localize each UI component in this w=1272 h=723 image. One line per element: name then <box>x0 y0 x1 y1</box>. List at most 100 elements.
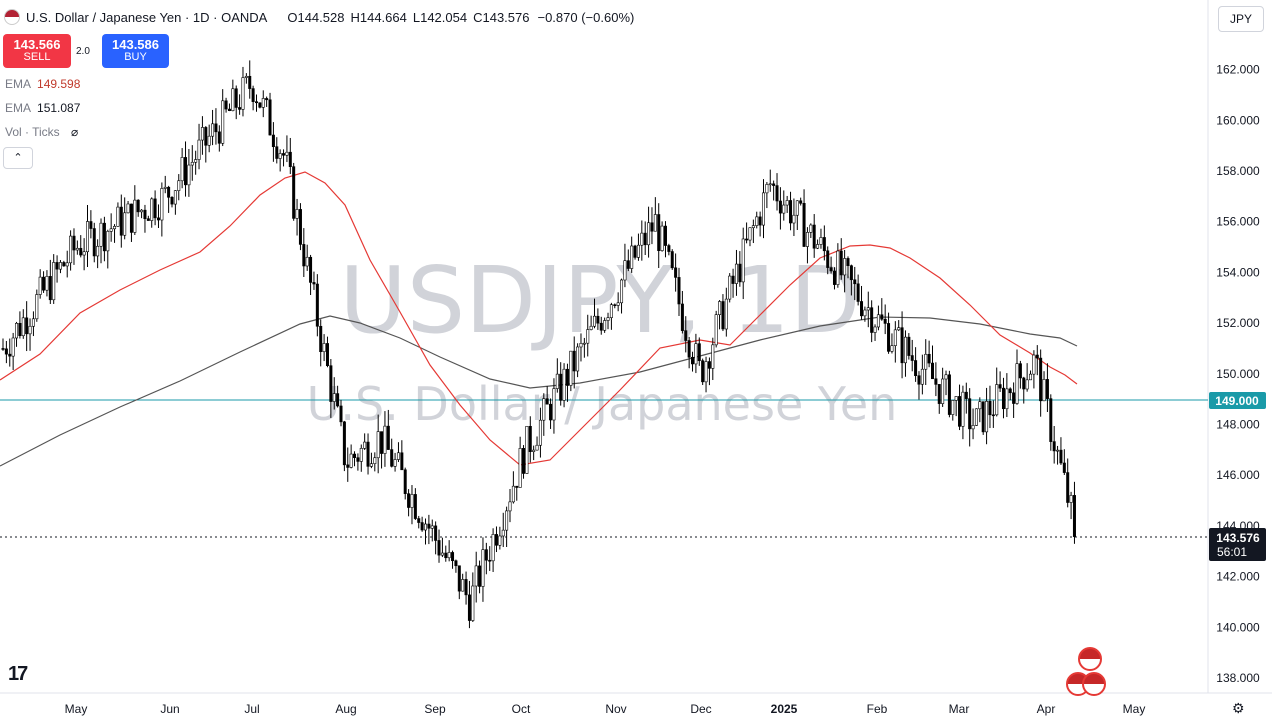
candle-body <box>812 224 816 249</box>
buy-button[interactable]: 143.586 BUY <box>102 34 169 68</box>
chevron-up-icon: ⌃ <box>13 152 23 164</box>
candle-body <box>72 235 76 251</box>
candle-body <box>28 325 32 335</box>
candle-body <box>271 134 275 148</box>
candle-body <box>707 361 711 369</box>
currency-button[interactable]: JPY <box>1218 6 1264 32</box>
candle-body <box>298 209 302 245</box>
time-tick-label: Mar <box>949 702 970 716</box>
ema-fast-legend[interactable]: EMA 149.598 <box>5 77 80 91</box>
tradingview-logo[interactable]: 17 <box>8 663 28 685</box>
change-value: −0.870 (−0.60%) <box>537 9 635 25</box>
candle-body <box>589 325 593 330</box>
ema-slow-line[interactable] <box>0 315 1078 467</box>
candle-body <box>650 222 654 232</box>
candle-body <box>961 391 965 427</box>
candle-body <box>427 523 431 529</box>
sell-button[interactable]: 143.566 SELL <box>3 34 71 68</box>
candle-body <box>133 199 137 233</box>
candle-body <box>687 340 691 358</box>
spread-value: 2.0 <box>76 46 90 57</box>
open-value: 144.528 <box>297 9 345 25</box>
candle-body <box>204 127 208 146</box>
candle-body <box>900 327 904 364</box>
candle-body <box>630 245 634 269</box>
candle-body <box>143 209 147 220</box>
candle-body <box>1005 388 1009 410</box>
candle-body <box>184 157 188 186</box>
symbol-title[interactable]: U.S. Dollar / Japanese Yen · 1D · OANDA <box>26 9 268 25</box>
candle-body <box>920 368 924 385</box>
candle-body <box>217 131 221 144</box>
candle-body <box>227 108 231 112</box>
candle-body <box>660 225 664 251</box>
candle-body <box>745 238 749 241</box>
candle-body <box>261 98 265 108</box>
price-tick-label: 162.000 <box>1216 63 1260 77</box>
candle-body <box>471 585 475 621</box>
candle-body <box>542 398 546 421</box>
time-tick-label: Dec <box>690 702 711 716</box>
settings-gear-icon[interactable]: ⚙ <box>1232 700 1245 716</box>
candle-body <box>856 283 860 302</box>
candle-body <box>789 200 793 224</box>
price-tick-label: 140.000 <box>1216 620 1260 634</box>
candle-body <box>518 448 522 488</box>
candle-body <box>839 250 843 276</box>
candle-body <box>353 453 357 458</box>
candle-body <box>1066 472 1070 503</box>
candle-body <box>461 579 465 592</box>
candle-body <box>799 200 803 204</box>
candle-body <box>400 452 404 471</box>
candle-body <box>691 356 695 365</box>
event-flag-icon[interactable] <box>1082 672 1106 696</box>
candle-body <box>1025 379 1029 390</box>
candle-body <box>109 228 113 232</box>
candle-body <box>258 102 262 108</box>
price-tick-label: 158.000 <box>1216 164 1260 178</box>
candle-body <box>79 247 83 256</box>
candle-body <box>907 336 911 356</box>
candle-body <box>346 464 350 468</box>
candle-body <box>647 222 651 246</box>
candle-body <box>467 594 471 621</box>
candle-body <box>491 534 495 562</box>
candles[interactable] <box>1 60 1076 629</box>
collapse-legend-button[interactable]: ⌃ <box>3 147 33 169</box>
eye-hidden-icon[interactable]: ⌀ <box>71 125 79 139</box>
candle-body <box>1012 392 1016 404</box>
candle-body <box>197 139 201 160</box>
ema-slow-label: EMA <box>5 101 32 115</box>
candle-body <box>383 425 387 454</box>
candle-body <box>1056 449 1060 452</box>
candle-body <box>373 457 377 465</box>
candle-body <box>488 559 492 562</box>
close-value: 143.576 <box>482 9 530 25</box>
candle-body <box>234 88 238 108</box>
candle-body <box>849 265 853 281</box>
candle-body <box>562 368 566 401</box>
volume-legend[interactable]: Vol · Ticks ⌀ <box>5 125 78 139</box>
candle-body <box>413 494 417 519</box>
ema-fast-line[interactable] <box>0 171 1078 466</box>
ema-slow-legend[interactable]: EMA 151.087 <box>5 101 80 115</box>
ema-slow-value: 151.087 <box>37 101 81 115</box>
candle-body <box>515 485 519 488</box>
candle-body <box>1072 495 1076 537</box>
candle-body <box>451 552 455 562</box>
candle-body <box>484 549 488 561</box>
price-tick-label: 148.000 <box>1216 418 1260 432</box>
candle-body <box>880 314 884 320</box>
candle-body <box>325 343 329 366</box>
event-flag-icon[interactable] <box>1078 647 1102 671</box>
candle-body <box>494 534 498 546</box>
candle-body <box>211 123 215 137</box>
candle-body <box>437 540 441 556</box>
candle-body <box>873 326 877 333</box>
candle-body <box>532 449 536 452</box>
candle-body <box>444 552 448 559</box>
candle-body <box>69 235 73 264</box>
candle-body <box>31 318 35 327</box>
candle-body <box>1018 363 1022 379</box>
